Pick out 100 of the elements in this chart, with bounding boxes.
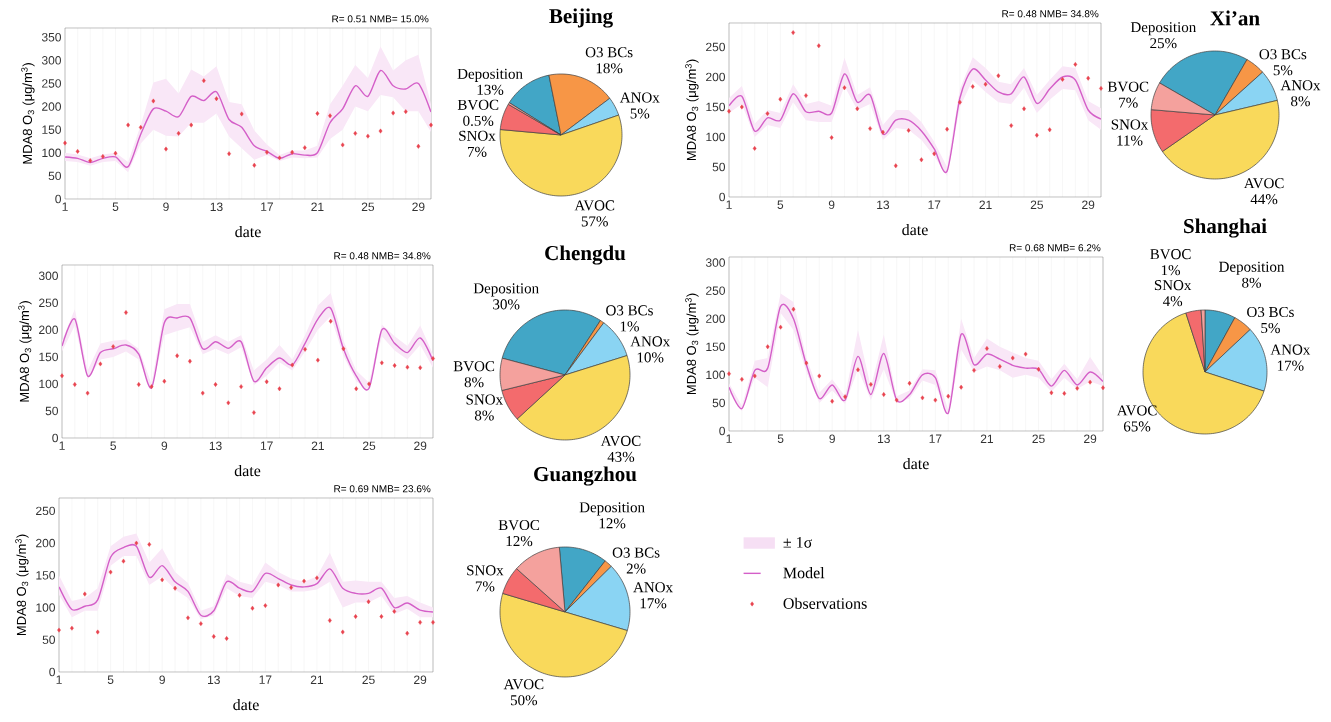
point	[85, 390, 90, 396]
point	[341, 346, 346, 352]
point	[416, 143, 421, 149]
point	[353, 614, 358, 619]
point	[366, 133, 370, 139]
point	[353, 130, 358, 136]
data-label: 50%	[510, 695, 538, 706]
x-tick-label: 9	[161, 441, 168, 451]
x-tick-label: 1	[59, 441, 65, 450]
y-tick-label: 150	[42, 125, 62, 134]
y-tick-label: 50	[42, 635, 56, 644]
slice-label: ANOx	[1280, 80, 1321, 91]
chart-title: Chengdu	[545, 245, 626, 265]
x-tick-label: 21	[979, 200, 992, 209]
point	[997, 364, 1002, 369]
point	[959, 384, 963, 390]
y-tick-label: 50	[712, 398, 726, 408]
point	[996, 73, 1001, 79]
y-tick-label: 200	[706, 314, 726, 323]
data-label: 57%	[581, 216, 608, 227]
point	[213, 382, 218, 387]
slice-label: O3 BCs	[612, 547, 660, 558]
point	[791, 306, 796, 312]
point	[211, 634, 216, 639]
point	[856, 367, 860, 373]
point	[214, 96, 219, 102]
x-tick-label: 5	[110, 441, 117, 450]
point	[328, 318, 333, 324]
line-series	[65, 69, 431, 168]
y-tick-label: 50	[45, 406, 59, 416]
y-tick-label: 0	[52, 433, 59, 443]
point	[391, 110, 395, 116]
point	[842, 85, 847, 91]
point	[354, 386, 359, 392]
point	[855, 106, 860, 112]
slice-label: BVOC	[498, 520, 540, 531]
data-label: 8%	[474, 410, 494, 421]
data-label: 43%	[607, 451, 635, 462]
data-label: 7%	[468, 146, 487, 157]
point	[1088, 379, 1092, 385]
point	[804, 93, 808, 98]
slice-label: SNOx	[459, 130, 496, 141]
point	[164, 146, 168, 152]
x-tick-label: 1	[726, 434, 732, 443]
point	[237, 592, 242, 598]
point	[829, 135, 834, 140]
point	[765, 111, 770, 116]
point	[765, 344, 770, 350]
y-axis-title: MDA8 O$_{3}$ (μg/m$^{3}$)	[15, 534, 29, 636]
x-tick-label: 29	[414, 675, 427, 685]
point	[1010, 355, 1015, 361]
point	[134, 540, 139, 546]
point	[1086, 75, 1091, 81]
x-tick-label: 5	[777, 200, 784, 209]
data-label: 18%	[596, 63, 623, 74]
point	[740, 376, 744, 382]
point	[277, 155, 282, 161]
slice-label: BVOC	[1107, 81, 1149, 92]
y-tick-label: 150	[39, 352, 59, 362]
slice-label: Deposition	[1130, 22, 1197, 36]
point	[1022, 106, 1026, 112]
y-tick-label: 350	[41, 32, 62, 42]
x-tick-label: 13	[209, 441, 222, 451]
x-tick-label: 25	[1032, 434, 1045, 444]
point	[817, 373, 822, 379]
point	[804, 360, 809, 366]
x-tick-label: 13	[210, 202, 223, 212]
slice-label: AVOC	[600, 435, 641, 447]
x-axis-title: date	[233, 698, 259, 711]
point	[226, 400, 231, 406]
x-tick-label: 5	[112, 202, 119, 211]
slice-label: Deposition	[457, 68, 523, 82]
slice-label: Deposition	[473, 283, 539, 297]
data-label: 5%	[1261, 322, 1280, 334]
point	[70, 625, 74, 631]
text: R= 0.48 NMB= 34.8%	[1002, 10, 1099, 18]
x-tick-label: 21	[311, 202, 324, 211]
point	[727, 108, 731, 114]
x-tick-label: 9	[828, 200, 835, 210]
data-label: 44%	[1250, 194, 1278, 205]
slice-label: ANOx	[1270, 344, 1311, 355]
point	[392, 363, 397, 368]
data-label: 5%	[630, 108, 650, 119]
text: R= 0.69 NMB= 23.6%	[334, 485, 431, 493]
x-tick-label: 17	[929, 434, 942, 443]
point	[121, 558, 126, 564]
x-tick-label: 9	[163, 202, 169, 212]
point	[946, 393, 951, 399]
point	[405, 630, 410, 636]
slice-label: AVOC	[574, 200, 615, 211]
point	[418, 619, 422, 625]
point	[431, 619, 435, 625]
point	[340, 142, 345, 148]
point	[147, 541, 152, 547]
point	[403, 109, 408, 115]
text: R= 0.68 NMB= 6.2%	[1009, 244, 1101, 252]
point	[316, 357, 320, 363]
point	[739, 104, 744, 110]
x-tick-label: 29	[1082, 200, 1095, 210]
slice-label: SNOx	[466, 394, 503, 405]
